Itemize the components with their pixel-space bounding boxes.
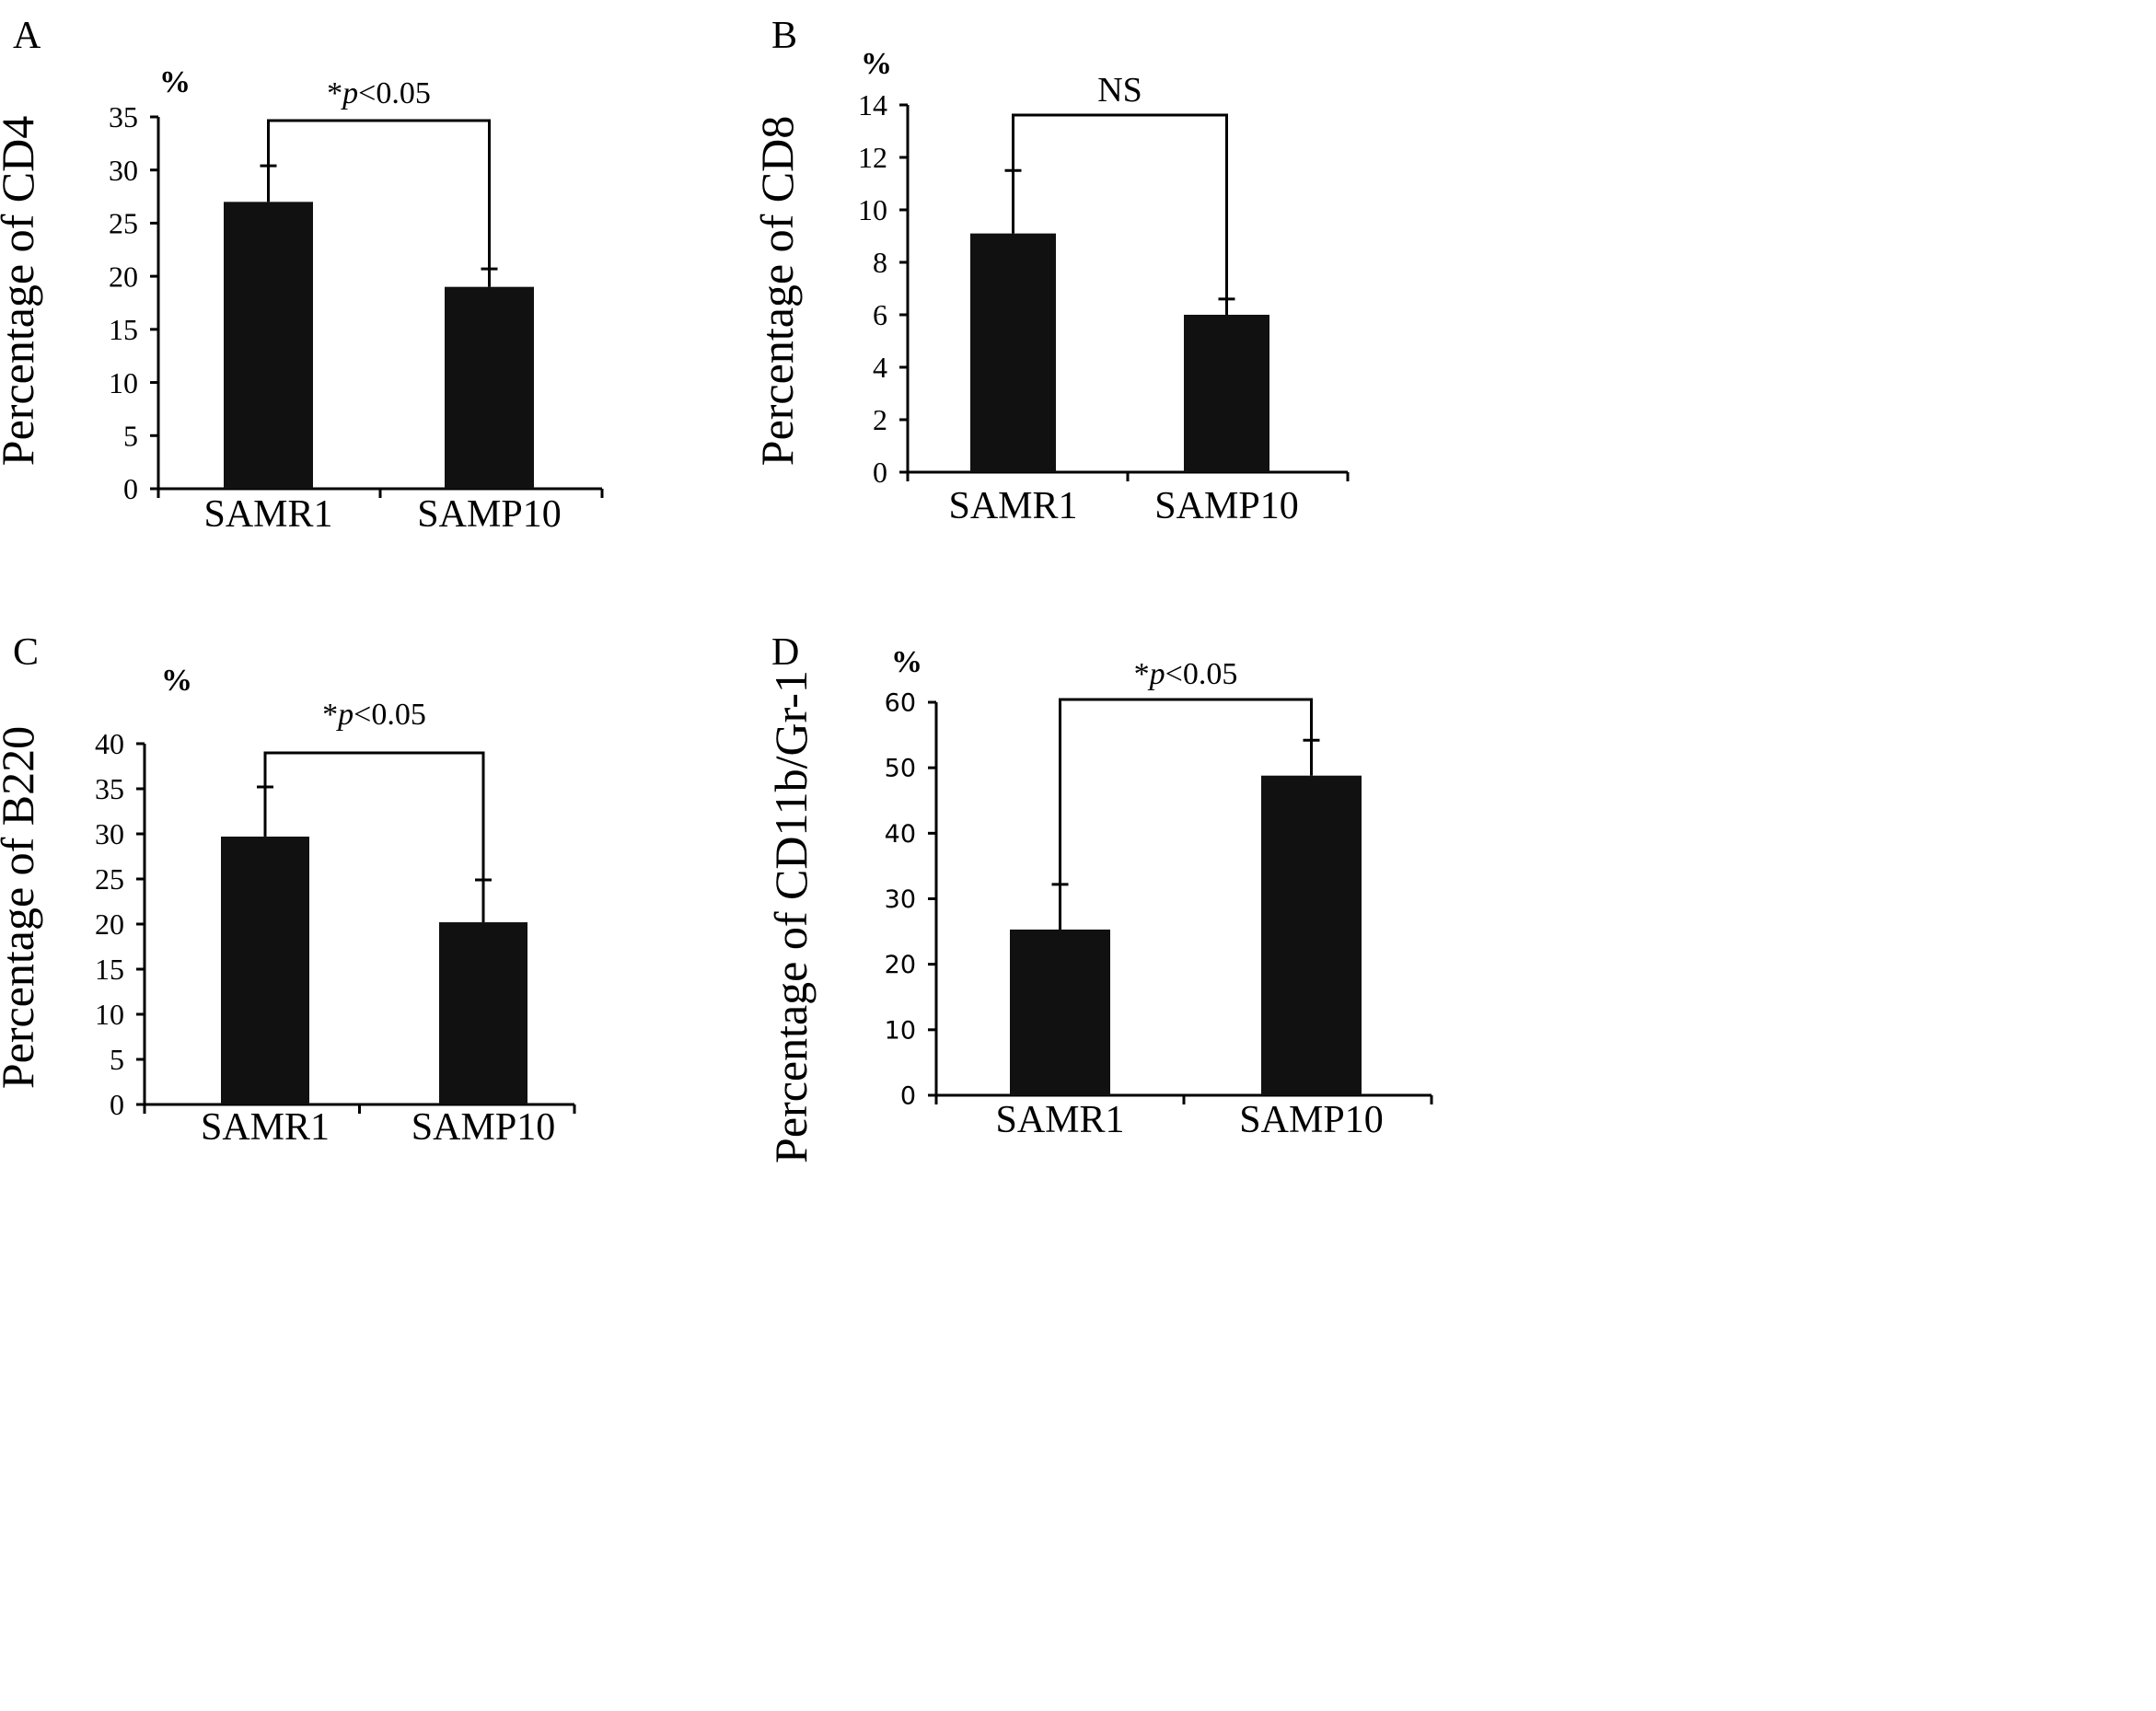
bar-samr1: [970, 233, 1056, 472]
significance-label: *p<0.05: [322, 698, 426, 732]
y-tick-label: 20: [109, 260, 138, 293]
y-tick-label: 20: [885, 951, 916, 979]
y-tick-label: 10: [858, 193, 887, 226]
y-tick-label: 25: [95, 862, 124, 896]
unit-label: %: [159, 65, 191, 99]
y-tick-label: 30: [109, 154, 138, 187]
y-tick-label: 20: [95, 908, 124, 941]
y-tick-label: 12: [858, 141, 887, 174]
y-tick-label: 35: [109, 100, 138, 133]
y-tick-label: 40: [885, 820, 916, 849]
significance-star: *: [327, 76, 342, 110]
y-tick-label: 0: [123, 472, 138, 505]
y-tick-label: 30: [885, 885, 916, 914]
y-tick-label: 60: [885, 688, 916, 717]
y-tick-label: 30: [95, 817, 124, 850]
y-tick-label: 5: [123, 419, 138, 452]
significance-star: *: [1134, 657, 1150, 691]
panel-letter: A: [13, 15, 41, 57]
bar-samp10: [1261, 775, 1362, 1095]
y-tick-label: 2: [873, 403, 887, 436]
chart-panel-a: A% Percentage of CD4 0 5 10 15 20 25 30 35 SAMR1 SA…: [0, 15, 604, 536]
unit-label: %: [861, 47, 892, 81]
chart-panel-d: D % Percentage of CD11b/Gr-1 0 10 20 30 40 50 60 S…: [765, 631, 1433, 1163]
x-category-label: SAMR1: [995, 1099, 1124, 1141]
y-tick-label: 0: [110, 1088, 124, 1121]
significance-p: p: [1148, 657, 1165, 691]
y-tick-label: 15: [109, 313, 138, 346]
bar-samp10: [1184, 315, 1269, 472]
significance-label: *p<0.05: [1134, 657, 1238, 691]
bar-samr1: [221, 836, 309, 1104]
y-tick-label: 10: [95, 998, 124, 1031]
y-axis-label: Percentage of CD8: [751, 116, 803, 466]
panel-letter: D: [771, 631, 799, 674]
bar-samr1: [224, 202, 313, 490]
y-tick-label: 35: [95, 772, 124, 805]
y-tick-label: 8: [873, 246, 887, 279]
y-tick-label: 6: [873, 298, 887, 331]
significance-bracket: [1012, 113, 1228, 299]
chart-panel-c: C% Percentage of B220 0 5 10 15 20 25 30 35 40 SAMR…: [0, 631, 576, 1149]
y-tick-label: 15: [95, 953, 124, 986]
significance-bracket: [1059, 698, 1313, 884]
panel-letter: B: [771, 15, 797, 57]
unit-label: %: [891, 645, 922, 679]
bar-samp10: [439, 922, 527, 1104]
x-category-label: SAMR1: [948, 485, 1077, 527]
y-axis-label: Percentage of CD11b/Gr-1: [765, 670, 817, 1163]
y-axis-label: Percentage of CD4: [0, 116, 43, 466]
significance-label: NS: [1097, 71, 1142, 110]
panel-letter: C: [13, 631, 39, 674]
significance-label: *p<0.05: [327, 76, 431, 110]
significance-p: p: [336, 698, 354, 732]
x-category-label: SAMP10: [411, 1106, 555, 1149]
significance-bracket: [263, 751, 485, 880]
significance-bracket: [267, 119, 491, 270]
bar-samr1: [1010, 929, 1110, 1095]
y-tick-label: 40: [95, 727, 124, 760]
y-tick-label: 10: [885, 1016, 916, 1045]
significance-star: *: [322, 698, 338, 732]
y-tick-label: 25: [109, 207, 138, 240]
y-tick-label: 4: [873, 351, 887, 384]
significance-threshold: <0.05: [354, 698, 426, 732]
y-tick-label: 5: [110, 1043, 124, 1076]
x-category-label: SAMR1: [201, 1106, 330, 1149]
y-tick-label: 0: [873, 456, 887, 489]
x-category-label: SAMP10: [417, 493, 561, 536]
y-axis-label: Percentage of B220: [0, 726, 43, 1089]
unit-label: %: [161, 664, 192, 698]
x-category-label: SAMP10: [1239, 1099, 1383, 1141]
y-tick-label: 10: [109, 366, 138, 399]
y-tick-label: 0: [900, 1081, 916, 1110]
y-tick-label: 14: [858, 88, 887, 121]
x-category-label: SAMP10: [1154, 485, 1298, 527]
chart-panel-b: B% Percentage of CD8 0 2 4 6 8 10 12 14 SAMR1 SAMP1…: [751, 15, 1350, 527]
significance-threshold: <0.05: [1165, 657, 1238, 691]
significance-threshold: <0.05: [358, 76, 431, 110]
y-tick-label: 50: [885, 755, 916, 783]
significance-p: p: [341, 76, 358, 110]
x-category-label: SAMR1: [203, 493, 332, 536]
bar-samp10: [445, 286, 534, 489]
